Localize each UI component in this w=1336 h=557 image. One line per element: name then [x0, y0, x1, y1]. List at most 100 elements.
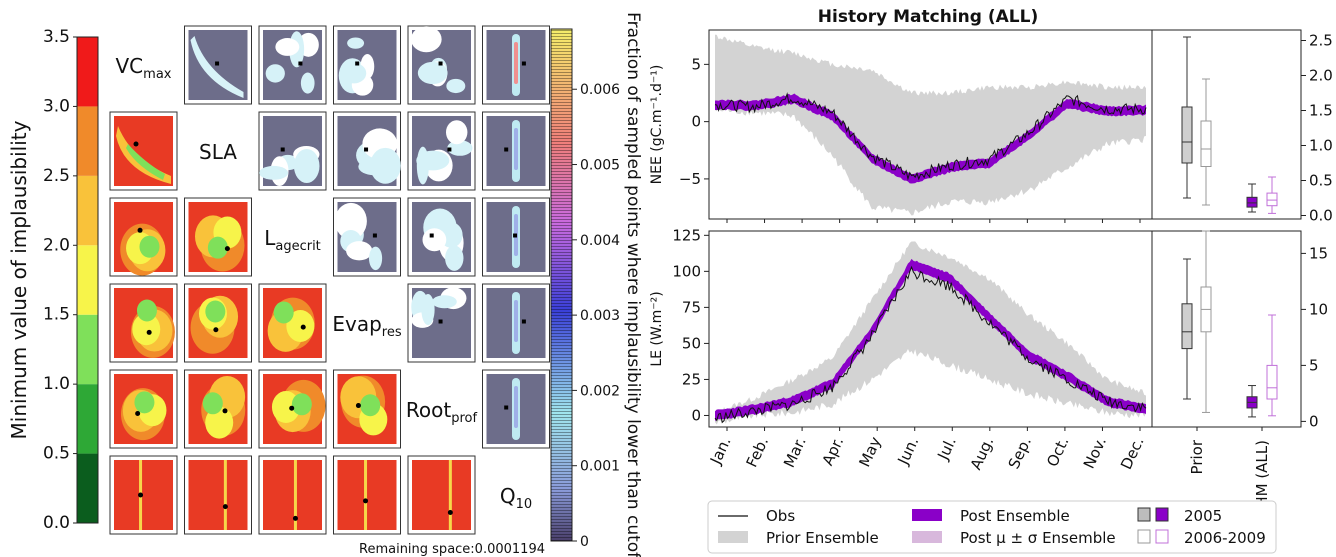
implausibility-region: [207, 236, 228, 259]
month-label: Sep.: [1005, 434, 1035, 472]
colorbar-tick-label: 0.005: [580, 158, 620, 174]
best-point: [222, 408, 228, 414]
best-point: [292, 515, 298, 521]
best-point: [289, 405, 295, 411]
fraction-blob: [445, 245, 464, 271]
y2-tick-label: 1.5: [1309, 102, 1333, 120]
fraction-colorbar-hatching: [551, 29, 572, 541]
month-label: Nov.: [1080, 434, 1110, 471]
month-label: Mar.: [780, 434, 810, 470]
boxplot-frame: [1151, 29, 1302, 220]
y2-tick-label: 2.0: [1309, 67, 1333, 85]
y-tick-label: 0: [691, 113, 701, 131]
fraction-blob: [432, 295, 457, 309]
month-label: Jan.: [706, 434, 735, 468]
box-category-axis: Prior HM (ALL): [1188, 427, 1271, 508]
fraction-blob: [347, 37, 365, 49]
y-axis-label: NEE (gC.m⁻¹.d⁻¹): [649, 65, 665, 185]
fraction-blob: [421, 294, 435, 326]
legend-prior-patch: [718, 531, 748, 543]
best-point: [504, 405, 509, 410]
fraction-blob: [293, 149, 320, 183]
month-label: Dec.: [1117, 434, 1148, 472]
legend-obs: Obs: [766, 507, 795, 525]
legend-2005-hm-box: [1155, 507, 1169, 522]
implausibility-region: [448, 460, 452, 530]
legend-sigma-patch: [912, 531, 942, 543]
box-body: [1200, 120, 1212, 167]
best-point: [222, 504, 228, 510]
y-tick-label: 50: [682, 334, 701, 352]
best-point: [364, 147, 369, 152]
y2-tick-label: 5: [1309, 356, 1319, 374]
colorbar-band: [77, 175, 98, 246]
colorbar-tick-label: 0.5: [43, 444, 70, 464]
legend-sigma: Post μ ± σ Ensemble: [960, 529, 1116, 547]
colorbar-tick-label: 0.006: [580, 82, 620, 98]
implausibility-region: [136, 299, 157, 322]
fraction-blob: [275, 38, 300, 56]
colorbar-band: [77, 314, 98, 385]
fraction-core: [514, 300, 518, 342]
best-point: [429, 233, 434, 238]
y-tick-label: 100: [672, 262, 701, 280]
implausibility-region: [139, 235, 160, 258]
implausibility-region: [132, 313, 161, 346]
fraction-core: [514, 386, 518, 428]
month-label: Jul.: [933, 434, 959, 463]
parameter-label: Evapres: [332, 312, 401, 340]
y2-tick-label: 2.5: [1309, 32, 1333, 50]
parameter-label: Lagecrit: [264, 226, 321, 254]
fraction-blob: [346, 241, 373, 261]
y-tick-label: 0: [691, 406, 701, 424]
y-tick-label: 125: [672, 226, 701, 244]
y-axis-label: LE (W.m⁻²): [649, 291, 665, 366]
best-point: [138, 492, 144, 498]
colorbar-tick-label: 0.004: [580, 233, 620, 249]
colorbar-tick-label: 1.0: [43, 374, 70, 394]
post-ensemble-band: [715, 258, 1146, 422]
y2-tick-label: 15: [1309, 244, 1328, 262]
month-label: Jun.: [894, 434, 923, 468]
le-panel: 0 25 50 75 100 125 LE (W.m⁻²) 0 5 10 15: [649, 226, 1328, 431]
best-point: [133, 141, 139, 147]
best-point: [438, 61, 443, 66]
best-point: [521, 319, 526, 324]
fraction-blob: [417, 61, 448, 85]
fraction-blob: [422, 228, 447, 252]
parameter-matrix: VCmax SLA Lagecrit Evapres Rootprof Q10: [109, 25, 550, 535]
month-label: Feb.: [743, 434, 773, 470]
legend-post: Post Ensemble: [960, 507, 1070, 525]
best-point: [355, 61, 360, 66]
best-point: [447, 147, 452, 152]
fraction-core: [514, 128, 518, 170]
box-body: [1266, 364, 1278, 400]
legend-post-patch: [912, 509, 942, 521]
colorbar-tick-label: 2.0: [43, 235, 70, 255]
implausibility-region: [286, 309, 315, 342]
y2-tick-label: 10: [1309, 300, 1328, 318]
colorbar-tick-label: 1.5: [43, 305, 70, 325]
implausibility-cell: [188, 460, 248, 530]
category-label: HM (ALL): [1253, 440, 1271, 508]
colorbar-tick-label: 3.5: [43, 27, 70, 47]
fraction-blob: [341, 63, 367, 84]
prior-ensemble-band: [715, 34, 1146, 216]
colorbar-tick-label: 0.0: [43, 513, 70, 533]
legend-prior: Prior Ensemble: [766, 529, 879, 547]
fraction-blob: [335, 202, 367, 240]
fraction-blob: [447, 140, 473, 156]
best-point: [135, 410, 141, 416]
parameter-label: SLA: [199, 140, 237, 164]
implausibility-colorbar: 0.0 0.5 1.0 1.5 2.0 2.5 3.0 3.5: [43, 27, 99, 533]
implausibility-region: [126, 144, 165, 180]
best-point: [438, 319, 443, 324]
colorbar-frame: [76, 36, 99, 524]
chart-title: History Matching (ALL): [818, 7, 1038, 27]
best-point: [300, 324, 306, 330]
implausibility-region: [202, 392, 223, 415]
box-body: [1246, 196, 1258, 208]
best-point: [215, 61, 220, 66]
legend-2005: 2005: [1184, 507, 1222, 525]
best-point: [372, 233, 377, 238]
